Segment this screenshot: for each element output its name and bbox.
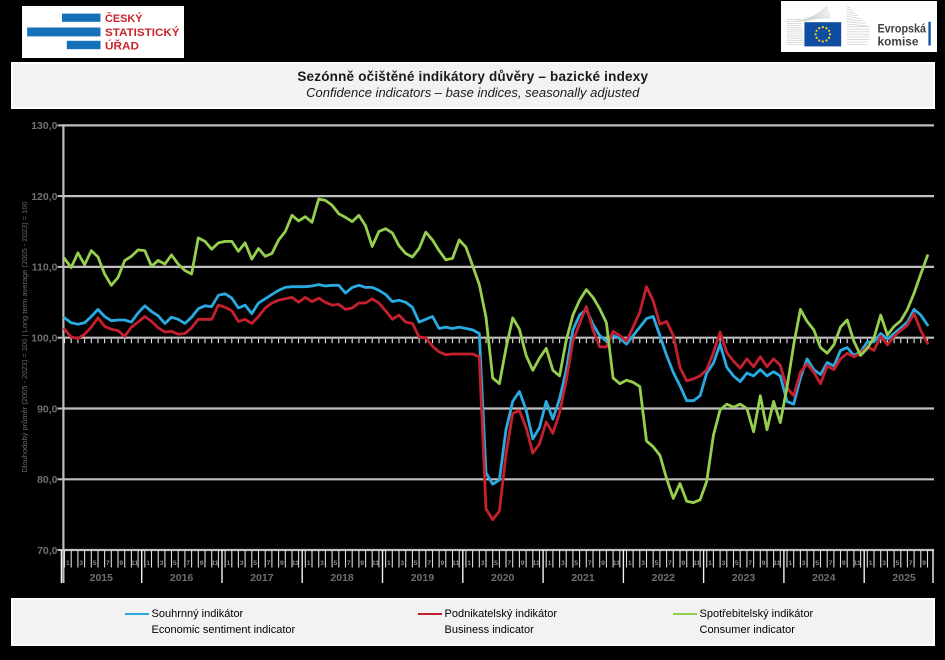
svg-text:11: 11: [533, 560, 540, 567]
svg-text:11: 11: [693, 560, 700, 567]
svg-text:1: 1: [467, 560, 471, 567]
svg-text:5: 5: [655, 560, 659, 567]
svg-text:9: 9: [922, 560, 926, 567]
svg-text:3: 3: [641, 560, 645, 567]
svg-text:5: 5: [574, 560, 578, 567]
svg-text:3: 3: [802, 560, 806, 567]
svg-text:1: 1: [146, 560, 150, 567]
svg-text:2024: 2024: [812, 572, 836, 584]
svg-text:130,0: 130,0: [31, 120, 57, 132]
svg-text:komise: komise: [878, 34, 919, 48]
svg-text:2016: 2016: [170, 572, 194, 584]
svg-text:7: 7: [106, 560, 110, 567]
svg-text:110,0: 110,0: [32, 262, 58, 274]
svg-text:5: 5: [494, 560, 498, 567]
svg-text:Dlouhodobý průměr (2005 - 2023: Dlouhodobý průměr (2005 - 2023) = 100 | …: [20, 201, 29, 472]
svg-text:2015: 2015: [90, 572, 114, 584]
svg-text:5: 5: [735, 560, 739, 567]
svg-text:2021: 2021: [571, 572, 595, 584]
svg-text:90,0: 90,0: [37, 403, 58, 415]
svg-text:9: 9: [521, 560, 525, 567]
svg-text:2025: 2025: [892, 572, 916, 584]
svg-text:5: 5: [414, 560, 418, 567]
svg-text:1: 1: [548, 560, 552, 567]
svg-text:7: 7: [748, 560, 752, 567]
svg-text:1: 1: [628, 560, 632, 567]
svg-text:2023: 2023: [732, 572, 756, 584]
svg-text:3: 3: [722, 560, 726, 567]
svg-text:3: 3: [320, 560, 324, 567]
svg-text:7: 7: [829, 560, 833, 567]
svg-text:3: 3: [481, 560, 485, 567]
svg-text:7: 7: [588, 560, 592, 567]
svg-text:11: 11: [452, 560, 459, 567]
svg-text:7: 7: [347, 560, 351, 567]
svg-text:5: 5: [896, 560, 900, 567]
svg-text:7: 7: [909, 560, 913, 567]
svg-text:100,0: 100,0: [31, 333, 57, 345]
svg-text:7: 7: [507, 560, 511, 567]
svg-text:ÚŘAD: ÚŘAD: [105, 40, 139, 53]
svg-text:2022: 2022: [652, 572, 676, 584]
svg-text:2020: 2020: [491, 572, 515, 584]
svg-text:70,0: 70,0: [37, 545, 58, 557]
svg-text:5: 5: [815, 560, 819, 567]
svg-text:11: 11: [372, 560, 379, 567]
svg-text:11: 11: [613, 560, 620, 567]
svg-text:11: 11: [773, 560, 780, 567]
svg-text:9: 9: [441, 560, 445, 567]
svg-text:9: 9: [360, 560, 364, 567]
svg-text:STATISTICKÝ: STATISTICKÝ: [105, 26, 180, 39]
svg-text:3: 3: [160, 560, 164, 567]
svg-text:1: 1: [307, 560, 311, 567]
svg-text:9: 9: [762, 560, 766, 567]
svg-text:11: 11: [211, 560, 218, 567]
svg-text:5: 5: [334, 560, 338, 567]
svg-text:80,0: 80,0: [37, 474, 58, 486]
svg-text:7: 7: [186, 560, 190, 567]
svg-text:7: 7: [267, 560, 271, 567]
svg-text:7: 7: [668, 560, 672, 567]
svg-text:3: 3: [882, 560, 886, 567]
svg-text:ČESKÝ: ČESKÝ: [105, 12, 143, 25]
svg-text:11: 11: [131, 560, 138, 567]
svg-text:5: 5: [93, 560, 97, 567]
svg-text:120,0: 120,0: [31, 191, 57, 203]
svg-text:3: 3: [79, 560, 83, 567]
svg-text:Evropská: Evropská: [878, 21, 927, 35]
svg-text:11: 11: [292, 560, 299, 567]
svg-text:2018: 2018: [330, 572, 354, 584]
svg-text:3: 3: [240, 560, 244, 567]
svg-text:5: 5: [173, 560, 177, 567]
svg-text:5: 5: [253, 560, 257, 567]
svg-text:1: 1: [227, 560, 231, 567]
svg-text:9: 9: [842, 560, 846, 567]
svg-text:11: 11: [854, 560, 861, 567]
svg-text:1: 1: [869, 560, 873, 567]
svg-text:9: 9: [119, 560, 123, 567]
svg-text:1: 1: [708, 560, 712, 567]
svg-text:7: 7: [427, 560, 431, 567]
svg-text:2017: 2017: [250, 572, 274, 584]
svg-text:9: 9: [200, 560, 204, 567]
svg-text:9: 9: [681, 560, 685, 567]
svg-text:3: 3: [561, 560, 565, 567]
svg-text:1: 1: [788, 560, 792, 567]
svg-text:9: 9: [280, 560, 284, 567]
svg-text:3: 3: [400, 560, 404, 567]
svg-text:2019: 2019: [411, 572, 435, 584]
svg-text:1: 1: [387, 560, 391, 567]
svg-text:1: 1: [66, 560, 70, 567]
svg-text:9: 9: [601, 560, 605, 567]
